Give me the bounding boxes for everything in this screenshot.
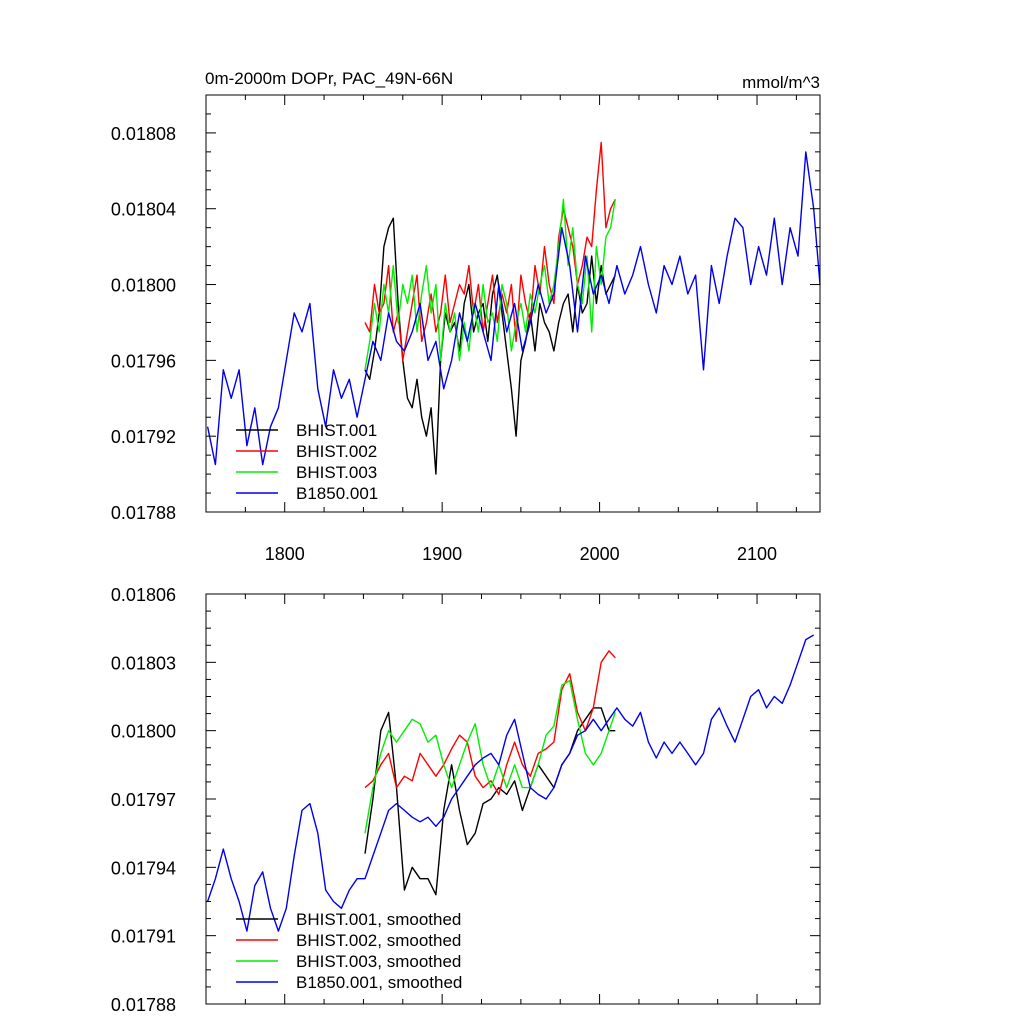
legend-label: BHIST.003: [296, 463, 377, 482]
x-tick-label: 2100: [737, 544, 777, 564]
y-tick-label: 0.01804: [111, 200, 176, 220]
bottom-panel-series: [206, 634, 815, 932]
bottom-panel-frame: [205, 593, 821, 1005]
y-tick-label: 0.01792: [111, 427, 176, 447]
top-panel-units: mmol/m^3: [742, 73, 820, 92]
y-tick-label: 0.01796: [111, 351, 176, 371]
y-tick-label: 0.01806: [111, 585, 176, 605]
x-tick-label: 1800: [265, 544, 305, 564]
bottom-panel-ticks: 0.01788 0.01791 0.01794 0.01797 0.01800 0.018…: [111, 585, 820, 1015]
top-panel-title: 0m-2000m DOPr, PAC_49N-66N: [205, 69, 453, 88]
top-panel-series: [206, 141, 821, 475]
y-tick-label: 0.01800: [111, 276, 176, 296]
series-line-top-1: [364, 141, 616, 362]
x-tick-label: 1900: [422, 544, 462, 564]
series-line-top-2: [364, 198, 616, 370]
top-panel-frame: [205, 94, 821, 513]
y-tick-label: 0.01800: [111, 722, 176, 742]
bottom-panel-dopr-smoothed: 0.01788 0.01791 0.01794 0.01797 0.01800 0.018…: [111, 585, 821, 1015]
top-panel-ticks: 1800 1900 2000 2100 0.01788 0.01792 0.01796 0.0…: [111, 94, 820, 564]
series-line-top-0: [364, 217, 616, 475]
legend-label: BHIST.002, smoothed: [296, 931, 461, 950]
series-line-bottom-2: [364, 679, 616, 834]
series-line-bottom-1: [364, 650, 616, 796]
legend-label: BHIST.002: [296, 442, 377, 461]
legend-label: B1850.001: [296, 484, 378, 503]
series-line-bottom-0: [364, 707, 616, 896]
y-tick-label: 0.01788: [111, 995, 176, 1015]
y-tick-label: 0.01797: [111, 790, 176, 810]
x-tick-label: 2000: [580, 544, 620, 564]
legend-label: B1850.001, smoothed: [296, 973, 462, 992]
legend-label: BHIST.001, smoothed: [296, 910, 461, 929]
series-line-top-3: [206, 151, 821, 466]
series-line-bottom-3: [206, 634, 815, 932]
y-tick-label: 0.01791: [111, 927, 176, 947]
y-tick-label: 0.01808: [111, 124, 176, 144]
top-panel-legend: BHIST.001 BHIST.002 BHIST.003 B1850.001: [236, 421, 378, 503]
legend-label: BHIST.003, smoothed: [296, 952, 461, 971]
legend-label: BHIST.001: [296, 421, 377, 440]
y-tick-label: 0.01788: [111, 503, 176, 523]
top-panel-dopr-raw: 0m-2000m DOPr, PAC_49N-66N mmol/m^3 1800…: [111, 69, 821, 564]
bottom-panel-legend: BHIST.001, smoothed BHIST.002, smoothed BH…: [236, 910, 462, 992]
y-tick-label: 0.01803: [111, 653, 176, 673]
y-tick-label: 0.01794: [111, 858, 176, 878]
